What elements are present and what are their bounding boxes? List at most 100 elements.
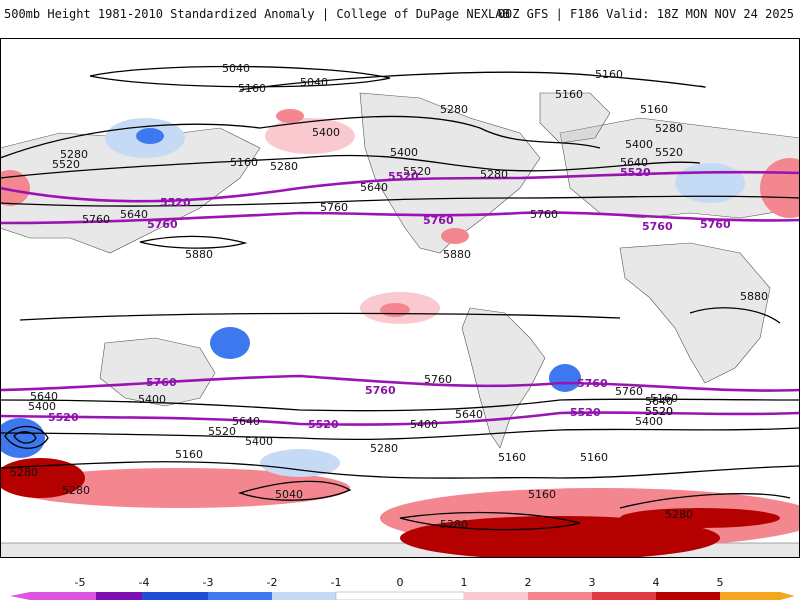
purple-contours [0,170,800,426]
contour-label: 5640 [620,156,648,169]
africa [619,242,771,384]
contour-label: 5520 [52,158,80,171]
colorbar-tick: -2 [267,576,278,589]
contour-label: 5280 [270,160,298,173]
anomaly-pos-atlantic [441,228,469,244]
colorbar-segment [720,592,780,600]
contour-label: 5160 [650,392,678,405]
colorbar-segment [592,592,656,600]
contour-label: 5160 [528,488,556,501]
contour-label: 5400 [625,138,653,151]
contour-5520-south [0,411,800,426]
anomaly-pos-pacific [265,118,355,154]
contour-label: 5160 [555,88,583,101]
contour-label: 5280 [10,466,38,479]
contour-5640-south [0,398,800,412]
anomaly-neg-aus [210,327,250,359]
purple-contour-labels: 5520 5520 5520 5760 5760 5760 5760 5760 … [48,166,731,431]
colorbar-tick: 5 [717,576,724,589]
greenland [539,92,611,144]
purple-contour-label: 5760 [146,376,177,389]
contour-label: 5640 [120,208,148,221]
contour-5760-south [0,374,800,392]
contour-label: 5400 [635,415,663,428]
contour-5040-south [237,480,352,501]
contour-label: 5040 [300,76,328,89]
contour-label: 5400 [410,418,438,431]
purple-contour-label: 5760 [147,218,178,231]
purple-contour-label: 5760 [642,220,673,233]
contour-label: 5760 [424,373,452,386]
purple-contour-label: 5520 [308,418,339,431]
purple-contour-label: 5520 [570,406,601,419]
contour-labels: 5040 5040 5160 5160 5160 5160 5160 5160 … [10,62,768,531]
contour-5160-south [0,461,800,479]
colorbar-arrow-right [780,592,795,600]
colorbar-arrow-left [10,592,30,600]
colorbar-segment [272,592,336,600]
contour-label: 5760 [82,213,110,226]
anomaly-neg-asia-core [136,128,164,144]
purple-contour-label: 5760 [700,218,731,231]
contour-label: 5520 [645,405,673,418]
contour-5640-north [0,195,800,207]
map-title: 500mb Height 1981-2010 Standardized Anom… [4,7,510,21]
colorbar: -5 -4 -3 -2 -1 0 1 2 3 4 5 [10,576,795,600]
contour-label: 5160 [175,448,203,461]
colorbar-tick: -3 [203,576,214,589]
colorbar-tick: 3 [589,576,596,589]
contour-label: 5760 [320,201,348,214]
contour-label: 5160 [238,82,266,95]
colorbar-segment [208,592,272,600]
contour-5280-north [0,115,601,159]
contour-label: 5640 [455,408,483,421]
purple-contour-label: 5760 [365,384,396,397]
contour-5520-north [0,170,800,203]
anomaly-neg-south-america [549,364,581,392]
anomaly-south-ocean-4 [620,508,780,528]
contour-label: 5160 [498,451,526,464]
contour-label: 5640 [232,415,260,428]
colorbar-ticks: -5 -4 -3 -2 -1 0 1 2 3 4 5 [75,576,724,589]
anomaly-south-ocean-3 [400,516,720,558]
contour-label: 5640 [645,395,673,408]
contour-label: 5400 [28,400,56,413]
contour-label: 5040 [222,62,250,75]
contour-label: 5160 [640,103,668,116]
contour-5280-south-east [619,493,791,509]
contour-label: 5640 [360,181,388,194]
contour-label: 5160 [595,68,623,81]
purple-contour-label: 5520 [620,166,651,179]
contour-label: 5280 [440,103,468,116]
colorbar-segment [528,592,592,600]
contour-label: 5040 [275,488,303,501]
contour-label: 5400 [138,393,166,406]
map-header: 500mb Height 1981-2010 Standardized Anom… [0,0,800,36]
colorbar-segment [142,592,208,600]
contour-label: 5280 [655,122,683,135]
contour-label: 5880 [740,290,768,303]
purple-contour-label: 5520 [48,411,79,424]
purple-contour-label: 5520 [388,170,419,183]
contour-label: 5520 [403,165,431,178]
contour-5040-north [89,65,391,88]
contour-label: 5160 [580,451,608,464]
colorbar-segment [656,592,720,600]
contour-5880-africa [689,307,781,324]
anomaly-pos-mid-pacific-core [380,303,410,317]
colorbar-segment [30,592,96,600]
contour-5880-north [139,235,248,249]
purple-contour-label: 5520 [160,196,191,209]
anomaly-south-west [0,458,85,498]
contour-label: 5280 [60,148,88,161]
contour-5400-north [0,154,701,179]
anomaly-map: 5040 5040 5160 5160 5160 5160 5160 5160 … [0,38,800,558]
contour-label: 5160 [230,156,258,169]
model-run-info: 00Z GFS | F186 Valid: 18Z MON NOV 24 202… [497,7,794,21]
contour-5160-north [239,71,706,91]
colorbar-segment [96,592,142,600]
contour-5880-pacific [19,312,621,321]
colorbar-segment [335,591,465,600]
contour-label: 5280 [480,168,508,181]
colorbar-tick: -1 [331,576,342,589]
